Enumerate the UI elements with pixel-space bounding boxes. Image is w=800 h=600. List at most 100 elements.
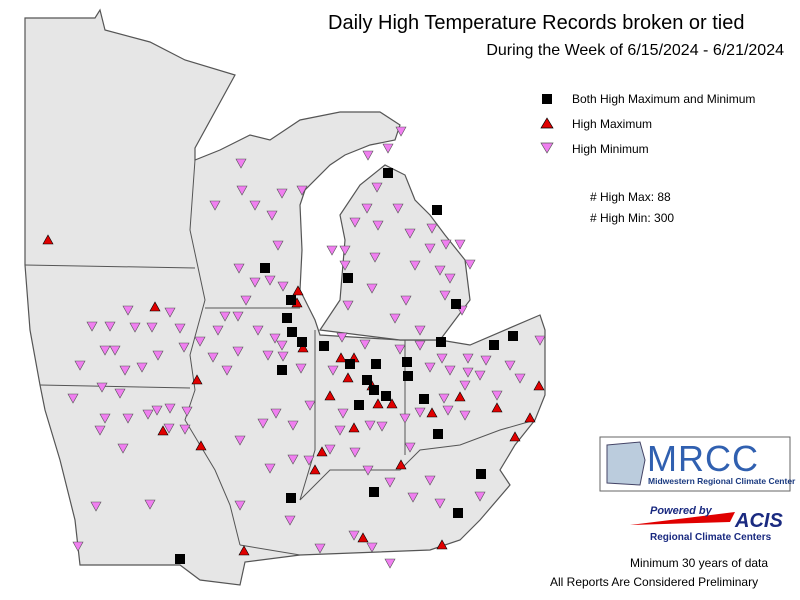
- high-minimum-marker: [94, 425, 106, 436]
- markers: [42, 126, 546, 569]
- high-minimum-marker: [221, 365, 233, 376]
- high-minimum-marker: [474, 370, 486, 381]
- acis-swoosh: [630, 512, 735, 525]
- high-minimum-marker: [491, 390, 503, 401]
- high-minimum-marker: [327, 365, 339, 376]
- high-minimum-marker: [90, 501, 102, 512]
- high-minimum-marker: [164, 307, 176, 318]
- high-minimum-marker: [74, 360, 86, 371]
- high-minimum-marker: [369, 252, 381, 263]
- high-minimum-marker: [409, 260, 421, 271]
- high-minimum-marker: [364, 420, 376, 431]
- high-minimum-marker: [295, 363, 307, 374]
- high-minimum-marker: [395, 126, 407, 137]
- both-marker: [343, 273, 353, 283]
- high-maximum-marker: [348, 422, 360, 433]
- high-minimum-marker: [117, 443, 129, 454]
- high-minimum-marker: [394, 344, 406, 355]
- high-minimum-marker: [339, 260, 351, 271]
- high-minimum-marker: [96, 382, 108, 393]
- mrcc-logo: [599, 436, 791, 492]
- high-minimum-marker: [122, 305, 134, 316]
- high-maximum-marker: [386, 398, 398, 409]
- high-minimum-marker: [349, 217, 361, 228]
- high-minimum-marker: [326, 245, 338, 256]
- high-minimum-marker: [163, 423, 175, 434]
- high-minimum-marker: [414, 340, 426, 351]
- both-marker: [403, 371, 413, 381]
- high-minimum-marker: [404, 442, 416, 453]
- high-minimum-marker: [414, 407, 426, 418]
- high-minimum-marker: [504, 360, 516, 371]
- high-minimum-marker: [303, 455, 315, 466]
- high-minimum-marker: [424, 243, 436, 254]
- high-minimum-marker: [179, 424, 191, 435]
- high-minimum-marker: [264, 275, 276, 286]
- high-minimum-marker: [232, 311, 244, 322]
- high-minimum-marker: [276, 340, 288, 351]
- high-minimum-marker: [142, 409, 154, 420]
- high-minimum-marker: [474, 491, 486, 502]
- both-marker: [277, 365, 287, 375]
- high-minimum-marker: [371, 182, 383, 193]
- high-minimum-marker: [296, 185, 308, 196]
- high-minimum-marker: [462, 353, 474, 364]
- high-minimum-marker: [207, 352, 219, 363]
- high-minimum-marker: [234, 435, 246, 446]
- high-maximum-marker: [509, 431, 521, 442]
- both-marker: [419, 394, 429, 404]
- high-minimum-marker: [144, 499, 156, 510]
- both-marker: [476, 469, 486, 479]
- high-maximum-marker: [395, 459, 407, 470]
- both-marker: [508, 331, 518, 341]
- high-minimum-marker: [270, 408, 282, 419]
- high-minimum-marker: [266, 210, 278, 221]
- high-minimum-marker: [276, 188, 288, 199]
- both-marker: [345, 359, 355, 369]
- high-maximum-marker: [292, 285, 304, 296]
- high-minimum-marker: [400, 295, 412, 306]
- border: [299, 330, 316, 501]
- high-minimum-marker: [178, 342, 190, 353]
- high-minimum-marker: [236, 185, 248, 196]
- high-minimum-marker: [99, 413, 111, 424]
- high-minimum-marker: [359, 339, 371, 350]
- high-minimum-marker: [119, 365, 131, 376]
- both-marker: [286, 295, 296, 305]
- high-minimum-marker: [424, 362, 436, 373]
- high-maximum-marker: [316, 446, 328, 457]
- high-maximum-marker: [372, 398, 384, 409]
- high-minimum-marker: [349, 447, 361, 458]
- land: [24, 8, 546, 586]
- both-marker: [402, 357, 412, 367]
- high-minimum-marker: [434, 265, 446, 276]
- high-minimum-marker: [348, 530, 360, 541]
- both-marker: [451, 299, 461, 309]
- high-minimum-marker: [235, 158, 247, 169]
- high-minimum-marker: [514, 373, 526, 384]
- both-marker: [369, 385, 379, 395]
- high-maximum-marker: [297, 342, 309, 353]
- high-minimum-marker: [67, 393, 79, 404]
- high-minimum-marker: [304, 400, 316, 411]
- high-minimum-marker: [439, 290, 451, 301]
- high-minimum-marker: [438, 393, 450, 404]
- high-minimum-marker: [287, 420, 299, 431]
- high-minimum-marker: [122, 413, 134, 424]
- legend-square: [542, 94, 552, 104]
- high-minimum-marker: [151, 405, 163, 416]
- border: [239, 544, 301, 556]
- high-minimum-marker: [252, 325, 264, 336]
- high-maximum-marker: [524, 412, 536, 423]
- high-minimum-marker: [436, 353, 448, 364]
- legend-entry: High Maximum: [572, 117, 653, 131]
- high-maximum-marker: [149, 301, 161, 312]
- high-minimum-marker: [337, 408, 349, 419]
- high-minimum-marker: [72, 541, 84, 552]
- high-maximum-marker: [357, 532, 369, 543]
- count: # High Max: 88: [590, 190, 671, 204]
- both-marker: [286, 493, 296, 503]
- both-marker: [489, 340, 499, 350]
- high-minimum-marker: [146, 322, 158, 333]
